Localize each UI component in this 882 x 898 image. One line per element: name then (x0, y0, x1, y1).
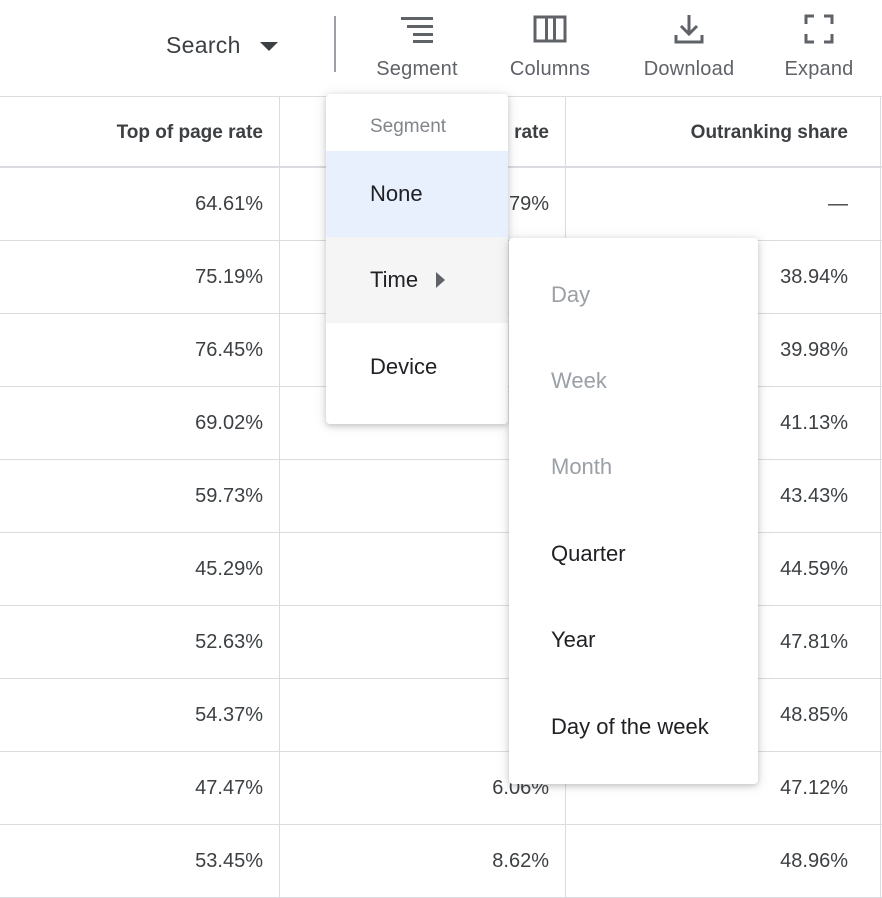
segment-option-label: None (370, 181, 423, 206)
expand-button-label: Expand (784, 58, 854, 80)
table-cell: 59.73% (0, 460, 280, 532)
time-option-day-of-the-week[interactable]: Day of the week (551, 714, 709, 739)
time-option-quarter[interactable]: Quarter (551, 541, 626, 566)
segment-menu-title: Segment (370, 116, 447, 137)
table-cell: 8.62% (280, 825, 566, 897)
column-header-rate[interactable]: rate (280, 97, 566, 169)
segment-icon (399, 10, 435, 48)
table-row: 53.45% 8.62% 48.96% (0, 825, 882, 898)
table-cell: 43.43% (566, 460, 881, 532)
segment-option-time[interactable]: Time (326, 237, 508, 323)
table-cell: 39.98% (566, 314, 881, 386)
table-cell: 64.61% (0, 168, 280, 240)
segment-option-device[interactable]: Device (326, 324, 508, 410)
table-cell: 44.59% (566, 533, 881, 605)
table-cell: 41.13% (566, 387, 881, 459)
segment-option-none[interactable]: None (326, 151, 508, 237)
column-header-outranking-share[interactable]: Outranking share (566, 97, 881, 169)
segment-button[interactable]: Segment (370, 10, 464, 86)
table-cell: 69.02% (0, 387, 280, 459)
segment-button-label: Segment (376, 58, 458, 80)
search-dropdown[interactable]: Search (166, 30, 278, 60)
table-cell: 48.85% (566, 679, 881, 751)
table-cell: 53.45% (0, 825, 280, 897)
table-toolbar: Search Segment Columns (0, 0, 882, 96)
table-cell: 45.29% (0, 533, 280, 605)
column-header-top-of-page-rate[interactable]: Top of page rate (0, 97, 280, 169)
caret-down-icon (259, 41, 278, 51)
expand-icon (804, 10, 834, 48)
columns-icon (533, 10, 567, 48)
time-option-month: Month (551, 454, 613, 479)
table-cell: 54.37% (0, 679, 280, 751)
time-option-year[interactable]: Year (551, 627, 596, 652)
search-dropdown-label: Search (166, 31, 241, 58)
table-cell: 75.19% (0, 241, 280, 313)
segment-option-label: Time (370, 267, 419, 292)
table-cell: 47.12% (566, 752, 881, 824)
segment-menu: Segment None Time Device (326, 94, 508, 424)
download-button-label: Download (643, 58, 735, 80)
table-cell: 52.63% (0, 606, 280, 678)
columns-button[interactable]: Columns (500, 10, 600, 86)
download-icon (673, 10, 705, 48)
table-cell: 47.47% (0, 752, 280, 824)
time-submenu: Day Week Month Quarter Year Day of the w… (509, 238, 758, 784)
download-button[interactable]: Download (636, 10, 742, 86)
table-cell: 48.96% (566, 825, 881, 897)
columns-button-label: Columns (509, 58, 591, 80)
table-cell: — (566, 168, 881, 240)
table-cell: 47.81% (566, 606, 881, 678)
toolbar-divider (334, 16, 336, 72)
table-cell: 76.45% (0, 314, 280, 386)
table-cell: 38.94% (566, 241, 881, 313)
expand-button[interactable]: Expand (776, 10, 862, 86)
time-option-day: Day (551, 282, 591, 307)
time-option-week: Week (551, 368, 607, 393)
segment-option-label: Device (370, 354, 438, 379)
table-cell: .79% (280, 168, 566, 240)
submenu-arrow-icon (436, 272, 446, 288)
